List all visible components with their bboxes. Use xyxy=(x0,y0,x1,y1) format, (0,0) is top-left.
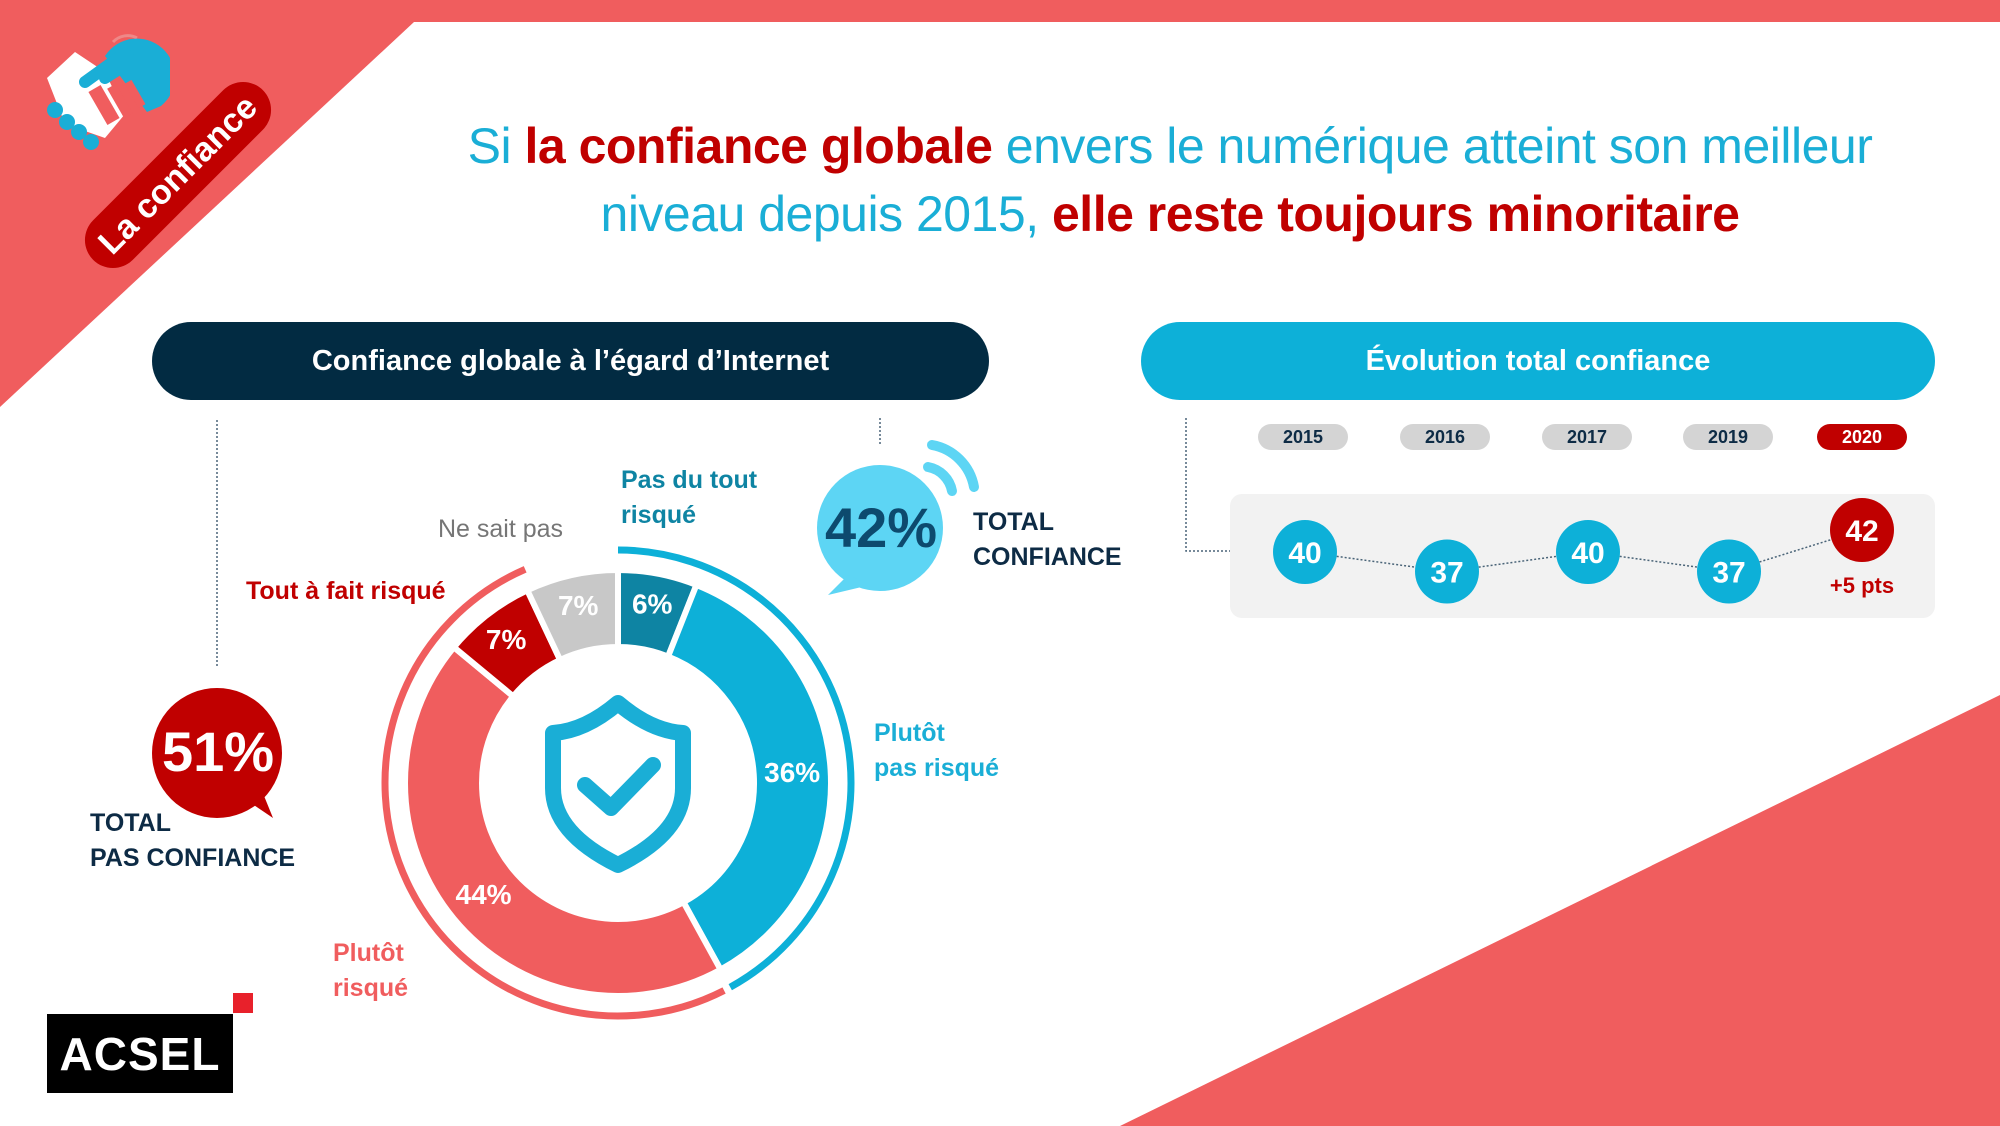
label-tout-a-fait-risque: Tout à fait risqué xyxy=(246,574,446,609)
handshake-icon xyxy=(47,34,170,150)
label-pas-du-tout-risque-line1: Pas du tout xyxy=(621,466,758,494)
acsel-logo-square xyxy=(233,993,253,1013)
evolution-value-2020: 42 xyxy=(1845,515,1878,548)
year-pill-2015: 2015 xyxy=(1258,424,1348,450)
evolution-point-2017 xyxy=(1556,520,1620,584)
outer-arc-confiance xyxy=(617,546,855,991)
donut-value-label-2: 44% xyxy=(456,879,512,910)
speech-bubble-blue-icon xyxy=(817,440,979,595)
label-ne-sait-pas: Ne sait pas xyxy=(438,512,563,547)
evolution-value-2017: 40 xyxy=(1571,537,1604,570)
left-panel-header-label: Confiance globale à l’égard d’Internet xyxy=(311,344,830,377)
outer-arc-pas-confiance xyxy=(381,566,726,1020)
year-pill-2019: 2019 xyxy=(1683,424,1773,450)
year-pill-2020: 2020 xyxy=(1817,424,1907,450)
donut-slice-4 xyxy=(523,566,621,664)
right-panel-header: Évolution total confiance xyxy=(1141,322,1935,400)
donut-slice-2 xyxy=(402,643,725,999)
delta-label: +5 pts xyxy=(1829,573,1895,598)
total-confiance-line2: CONFIANCE xyxy=(973,543,1122,571)
evolution-point-2019 xyxy=(1697,539,1761,604)
total-pas-confiance-line1: TOTAL xyxy=(90,809,172,837)
label-tout-a-fait-risque-line1: Tout à fait risqué xyxy=(246,577,446,605)
label-pas-du-tout-risque: Pas du tout risqué xyxy=(621,463,757,533)
shield-check-icon xyxy=(545,695,691,873)
total-confiance-value: 42% xyxy=(824,496,938,559)
evolution-point-2020 xyxy=(1830,498,1894,562)
acsel-logo: ACSEL xyxy=(47,1014,233,1093)
label-plutot-risque: Plutôt risqué xyxy=(333,936,408,1006)
donut-value-label-1: 36% xyxy=(764,757,820,788)
title-highlight-2: elle reste toujours minoritaire xyxy=(1052,186,1740,242)
donut-value-label-4: 7% xyxy=(558,590,599,621)
evolution-value-2019: 37 xyxy=(1712,557,1745,590)
evolution-connector xyxy=(1185,418,1230,552)
title-highlight-1: la confiance globale xyxy=(524,118,993,174)
year-pill-2016: 2016 xyxy=(1400,424,1490,450)
speech-bubble-red-icon xyxy=(152,688,282,818)
label-plutot-risque-line2: risqué xyxy=(333,974,409,1002)
donut-value-label-3: 7% xyxy=(486,624,527,655)
evolution-point-2016 xyxy=(1415,539,1479,604)
title-part-1: Si xyxy=(467,118,525,174)
acsel-logo-text: ACSEL xyxy=(59,1027,221,1080)
left-panel-header: Confiance globale à l’égard d’Internet xyxy=(152,322,989,400)
page-title: Si la confiance globale envers le numéri… xyxy=(360,112,1980,248)
bottom-right-triangle xyxy=(1120,695,2000,1126)
title-part-4: niveau depuis 2015, xyxy=(600,186,1052,242)
evolution-point-2015 xyxy=(1273,520,1337,584)
label-plutot-pas-risque-line1: Plutôt xyxy=(874,719,945,747)
donut-value-label-0: 6% xyxy=(632,589,673,620)
year-pill-2017: 2017 xyxy=(1542,424,1632,450)
evolution-value-2016: 37 xyxy=(1430,557,1463,590)
label-pas-du-tout-risque-line2: risqué xyxy=(621,501,697,529)
total-confiance-label: TOTAL CONFIANCE xyxy=(973,505,1122,575)
total-pas-confiance-line2: PAS CONFIANCE xyxy=(90,844,296,872)
label-plutot-risque-line1: Plutôt xyxy=(333,939,404,967)
total-pas-confiance-value: 51% xyxy=(161,720,275,783)
label-plutot-pas-risque-line2: pas risqué xyxy=(874,754,1000,782)
total-pas-confiance-label: TOTAL PAS CONFIANCE xyxy=(90,806,295,876)
top-band xyxy=(0,0,2000,22)
donut-slice-1 xyxy=(664,581,834,974)
evolution-value-2015: 40 xyxy=(1288,537,1321,570)
label-ne-sait-pas-line1: Ne sait pas xyxy=(438,515,564,543)
total-confiance-line1: TOTAL xyxy=(973,508,1055,536)
right-panel-header-label: Évolution total confiance xyxy=(1365,344,1711,377)
title-part-3: envers le numérique atteint son meilleur xyxy=(992,118,1873,174)
label-plutot-pas-risque: Plutôt pas risqué xyxy=(874,716,999,786)
